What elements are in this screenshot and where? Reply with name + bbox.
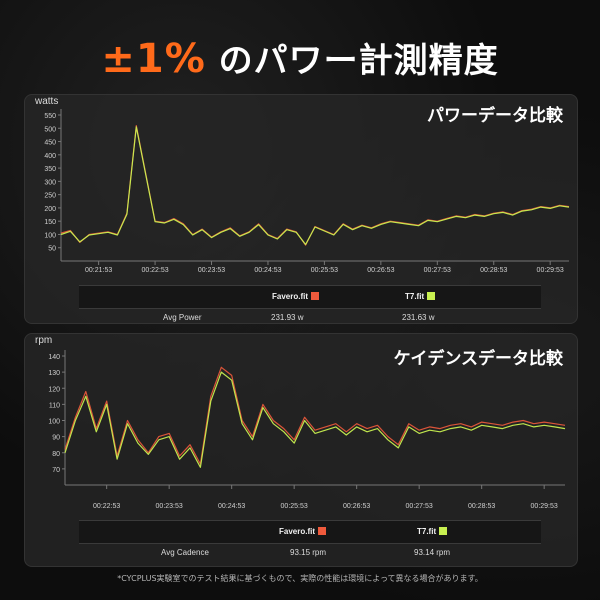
x-tick-label: 00:29:53: [537, 267, 564, 274]
x-tick-label: 00:22:53: [141, 267, 168, 274]
cadence-legend-t7-label: T7.fit: [417, 527, 437, 536]
x-tick-label: 00:25:53: [311, 267, 338, 274]
y-tick-label: 500: [44, 126, 56, 133]
t7-swatch: [439, 527, 448, 535]
y-tick-label: 350: [44, 166, 56, 173]
y-tick-label: 200: [44, 206, 56, 213]
x-tick-label: 00:21:53: [85, 267, 112, 274]
x-tick-label: 00:28:53: [480, 267, 507, 274]
power-chart-svg: 50 100 150 200 250 300 350 400 450 500 550 00:21:53…: [44, 109, 570, 274]
y-tick-label: 550: [44, 113, 56, 120]
y-tick-label: 130: [48, 370, 60, 377]
y-tick-label: 450: [44, 140, 56, 147]
y-tick-label: 70: [52, 467, 60, 474]
y-tick-label: 400: [44, 153, 56, 160]
x-tick-label: 00:25:53: [281, 503, 308, 510]
cadence-legend-favero-label: Favero.fit: [279, 527, 316, 536]
y-tick-label: 50: [48, 246, 56, 253]
headline-text: のパワー計測精度: [205, 41, 499, 81]
power-chart-title: パワーデータ比較: [427, 106, 563, 126]
x-tick-label: 00:27:53: [406, 503, 433, 510]
x-tick-label: 00:23:53: [198, 267, 225, 274]
y-tick-label: 100: [48, 419, 60, 426]
power-legend-t7-label: T7.fit: [405, 292, 425, 301]
x-tick-label: 00:22:53: [93, 503, 120, 510]
cadence-axis-unit: rpm: [35, 335, 53, 346]
x-tick-label: 00:27:53: [424, 267, 451, 274]
avg-power-favero: 231.93 w: [271, 313, 304, 322]
y-tick-label: 150: [44, 219, 56, 226]
power-legend-t7: T7.fit: [405, 292, 436, 301]
power-legend-favero-label: Favero.fit: [272, 292, 309, 301]
t7-swatch: [427, 292, 436, 300]
x-tick-label: 00:26:53: [343, 503, 370, 510]
series-line-t7: [60, 126, 570, 246]
y-tick-label: 140: [48, 354, 60, 361]
cadence-chart-title: ケイデンスデータ比較: [393, 349, 563, 369]
y-tick-label: 110: [49, 402, 60, 409]
power-axis-unit: watts: [35, 96, 59, 107]
y-tick-label: 90: [52, 435, 60, 442]
x-tick-label: 00:23:53: [156, 503, 183, 510]
footnote: *CYCPLUS実験室でのテスト結果に基づくもので、実際の性能は環境によって異な…: [117, 574, 483, 583]
y-tick-label: 250: [44, 193, 56, 200]
x-tick-label: 00:28:53: [468, 503, 495, 510]
cadence-legend-favero: Favero.fit: [279, 527, 327, 536]
headline-accent: ±1%: [101, 36, 206, 82]
cadence-stats-row: Avg Cadence 93.15 rpm 93.14 rpm: [79, 544, 541, 562]
avg-cadence-label: Avg Cadence: [161, 548, 209, 557]
avg-power-t7: 231.63 w: [402, 313, 435, 322]
power-stats-row: Avg Power 231.93 w 231.63 w: [79, 309, 541, 327]
y-tick-label: 80: [52, 451, 60, 458]
cadence-legend-t7: T7.fit: [417, 527, 448, 536]
series-line-t7: [64, 371, 566, 468]
avg-power-label: Avg Power: [163, 313, 202, 322]
avg-cadence-favero: 93.15 rpm: [290, 548, 327, 557]
x-tick-label: 00:24:53: [254, 267, 281, 274]
cadence-chart-panel: rpm ケイデンスデータ比較 70 80 90 100 110 120 130 140 00:2…: [24, 333, 578, 567]
y-tick-label: 300: [44, 179, 56, 186]
power-chart-panel: watts パワーデータ比較 50 100 150 200 250 300 350 400 45…: [24, 94, 578, 324]
power-legend-favero: Favero.fit: [272, 292, 320, 301]
cadence-stats-header: Favero.fit T7.fit: [79, 520, 541, 544]
cadence-chart-svg: 70 80 90 100 110 120 130 140 00:22:53 00:23:53 00:…: [48, 350, 566, 510]
favero-swatch: [318, 527, 327, 535]
y-tick-label: 120: [48, 386, 60, 393]
headline: ±1% のパワー計測精度: [0, 33, 600, 87]
x-tick-label: 00:29:53: [531, 503, 558, 510]
y-tick-label: 100: [44, 232, 56, 239]
favero-swatch: [311, 292, 320, 300]
cadence-stats-table: Favero.fit T7.fit Avg Cadence 93.15 rpm …: [79, 520, 541, 564]
power-stats-table: Favero.fit T7.fit Avg Power 231.93 w 231…: [79, 285, 541, 329]
avg-cadence-t7: 93.14 rpm: [414, 548, 451, 557]
x-tick-label: 00:24:53: [218, 503, 245, 510]
x-tick-label: 00:26:53: [367, 267, 394, 274]
series-line-favero: [64, 366, 566, 465]
power-stats-header: Favero.fit T7.fit: [79, 285, 541, 309]
